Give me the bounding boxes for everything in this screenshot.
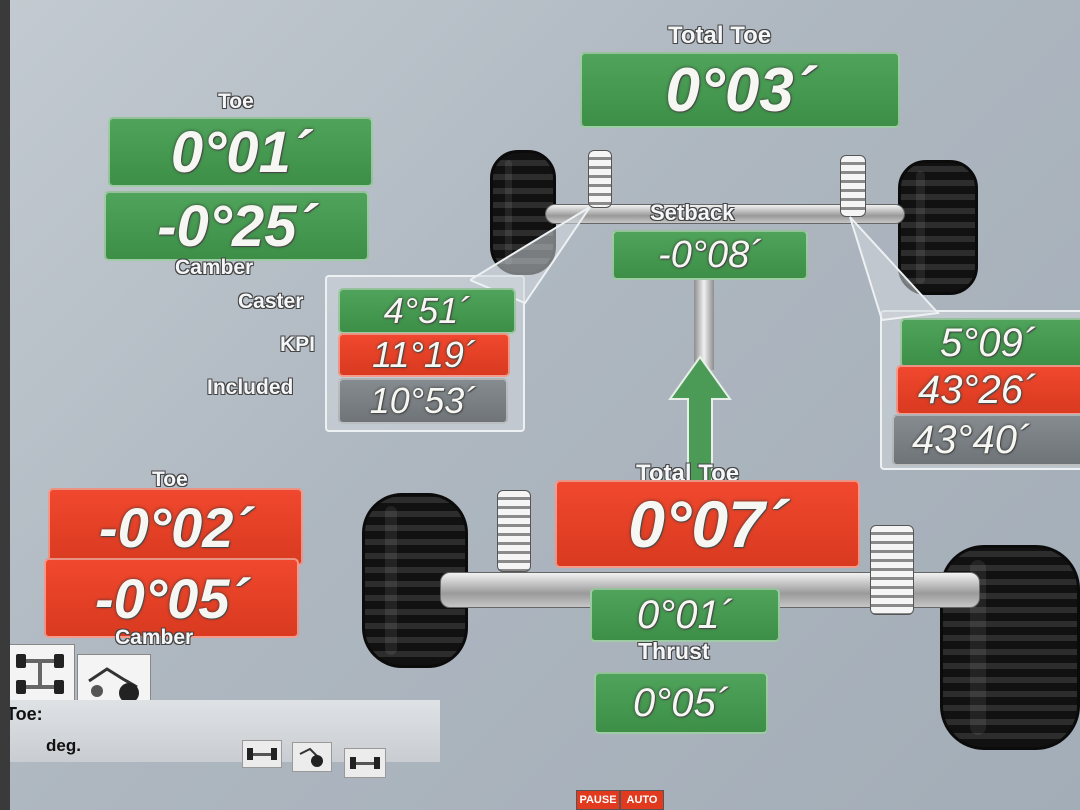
- left-rear-camber-value: -0°05´: [44, 558, 299, 638]
- setback-value: -0°08´: [612, 230, 808, 280]
- front-left-spring: [588, 150, 612, 208]
- left-rear-camber-label: Camber: [115, 626, 194, 649]
- pause-button[interactable]: PAUSE: [576, 790, 620, 810]
- setback-label: Setback: [650, 200, 735, 225]
- wheel-adjust-icon[interactable]: [292, 742, 332, 772]
- right-front-kpi-value: 43°26´: [896, 365, 1080, 415]
- rear-extra-value: 0°05´: [594, 672, 768, 734]
- front-axle: [545, 204, 905, 224]
- auto-button[interactable]: AUTO: [620, 790, 664, 810]
- left-front-included-value: 10°53´: [338, 378, 508, 424]
- right-front-caster-value: 5°09´: [900, 318, 1080, 368]
- left-front-camber-label: Camber: [175, 256, 254, 279]
- monitor-bezel: [0, 0, 10, 810]
- left-front-toe-label: Toe: [218, 90, 254, 113]
- rear-left-spring: [497, 490, 531, 572]
- right-front-callout-pointer: [849, 216, 940, 322]
- status-toe-label: Toe:: [6, 704, 43, 724]
- left-front-kpi-value: 11°19´: [338, 333, 510, 377]
- status-unit: deg.: [46, 736, 81, 755]
- left-front-toe-value: 0°01´: [108, 117, 373, 187]
- drive-shaft: [694, 270, 714, 370]
- front-right-tire: [898, 160, 978, 295]
- total-toe-rear-value: 0°07´: [555, 480, 860, 568]
- caster-label: Caster: [238, 290, 304, 313]
- included-label: Included: [207, 376, 294, 399]
- right-front-included-value: 43°40´: [892, 414, 1080, 466]
- left-rear-toe-label: Toe: [152, 468, 188, 491]
- rear-right-spring: [870, 525, 914, 615]
- front-axle-icon[interactable]: [242, 740, 282, 768]
- rear-axle-icon[interactable]: [344, 748, 386, 778]
- total-toe-front-label: Total Toe: [668, 22, 772, 49]
- thrust-value: 0°01´: [590, 588, 780, 642]
- left-front-camber-value: -0°25´: [104, 191, 369, 261]
- front-right-spring: [840, 155, 866, 217]
- thrust-label: Thrust: [638, 638, 710, 664]
- car-top-view-icon[interactable]: [5, 644, 75, 704]
- kpi-label: KPI: [280, 333, 316, 356]
- left-front-caster-value: 4°51´: [338, 288, 516, 334]
- total-toe-front-value: 0°03´: [580, 52, 900, 128]
- left-rear-toe-value: -0°02´: [48, 488, 303, 566]
